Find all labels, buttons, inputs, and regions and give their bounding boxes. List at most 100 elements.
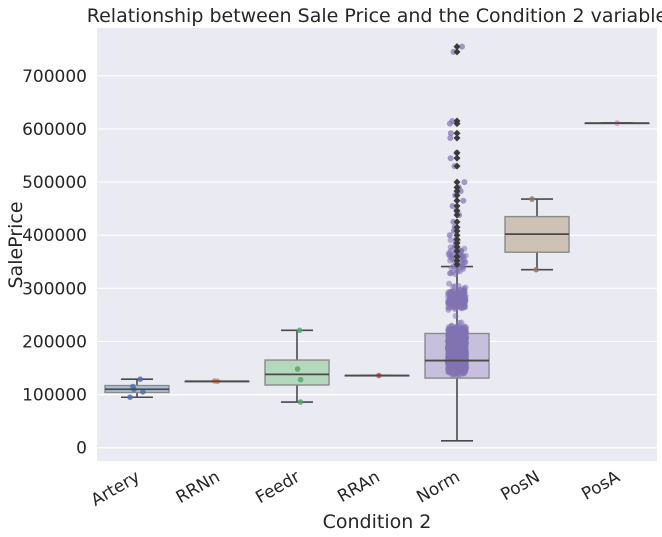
strip-point [451,343,458,350]
x-axis-label: Condition 2 [323,511,432,533]
strip-point [447,135,454,141]
outlier-marker [453,243,461,251]
strip-point [297,399,304,405]
y-tick-label: 600000 [22,120,87,140]
strip-point [127,394,133,401]
outlier-marker [453,197,461,205]
strip-point [130,383,136,390]
strip-point [445,332,452,339]
strip-point [447,237,454,244]
outlier-marker [453,252,461,260]
strip-point [452,306,458,312]
strip-point [446,280,453,287]
outlier-marker [453,218,461,226]
box-rrnn [184,378,250,385]
strip-point [449,203,456,209]
box-norm [424,43,490,442]
y-gridlines [97,75,657,449]
strip-point [458,296,465,303]
outlier-marker [453,202,461,210]
box-feedr [264,327,330,405]
outlier-marker [453,48,461,56]
outlier-marker [453,178,461,186]
outlier-marker [453,183,461,191]
strip-point [451,298,458,305]
outlier-marker [453,207,461,215]
strip-point [447,352,453,359]
outlier-marker [453,260,461,268]
strip-point [140,389,146,395]
y-tick-label: 100000 [22,386,87,406]
strip-point [297,376,304,383]
strip-point [455,337,462,344]
outlier-marker [453,235,461,243]
strip-point [462,349,469,356]
y-axis-label: SalePrice [5,201,27,288]
y-tick-label: 700000 [22,67,87,87]
outlier-marker [453,211,461,219]
outlier-marker [453,239,461,247]
box-posn [504,196,570,273]
strip-point [449,118,456,124]
strip-point [461,288,468,295]
outlier-marker [453,149,461,157]
strip-point [446,249,453,256]
outlier-marker [453,117,461,125]
box-rran [344,372,410,379]
y-tick-label: 200000 [22,332,87,352]
strip-point [462,338,469,345]
strip-point [533,266,539,273]
y-tick-label: 400000 [22,226,87,246]
strip-point [459,43,465,50]
strip-point [452,288,459,295]
y-tick-label: 300000 [22,279,87,299]
outlier-marker [453,43,461,51]
outlier-marker [453,247,461,255]
plot-area [97,28,657,461]
outlier-marker [453,227,461,235]
strip-point [449,269,456,276]
strip-point [460,253,467,260]
strip-point [529,196,535,202]
outlier-marker [453,231,461,239]
outlier-marker [453,191,461,199]
outlier-marker [453,154,461,162]
strip-point [452,313,459,319]
y-tick-labels: 0 100000 200000 300000 400000 500000 600000 700… [22,67,87,459]
strip-point [456,346,463,353]
y-tick-label: 0 [76,439,87,459]
outlier-marker [453,257,461,265]
box-artery [104,376,170,401]
strip-point [459,329,466,336]
outlier-marker [453,129,461,137]
box-groups [104,43,650,442]
outlier-marker [453,187,461,195]
strip-point [460,197,467,204]
strip-point [296,327,303,334]
outlier-marker [453,162,461,170]
strip-point [449,327,456,334]
strip-point [458,319,465,326]
strip-point [457,248,464,255]
strip-point [446,336,453,343]
strip-point [461,366,468,373]
strip-point [450,218,457,225]
strip-point [447,130,454,137]
y-tick-label: 500000 [22,173,87,193]
strip-point [455,332,462,338]
outlier-marker [453,134,461,142]
strip-point [446,232,453,239]
strip-point [446,368,452,375]
strip-point [459,261,465,268]
strip-point [294,366,301,372]
strip-point [461,179,468,186]
strip-point [137,376,143,383]
strip-point [454,268,461,275]
strip-point [451,283,458,290]
strip-point [450,368,457,375]
box-posa [584,120,650,126]
outlier-marker [453,223,461,231]
strip-point [447,155,454,162]
chart-title: Relationship between Sale Price and the … [87,5,662,27]
